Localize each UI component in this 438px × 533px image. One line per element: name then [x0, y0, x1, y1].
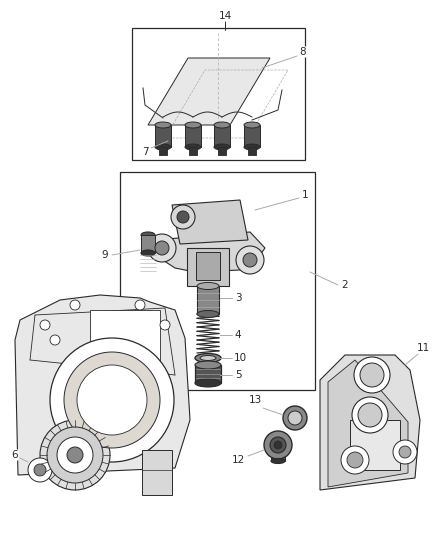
- Circle shape: [243, 253, 257, 267]
- Circle shape: [352, 397, 388, 433]
- Circle shape: [171, 205, 195, 229]
- Circle shape: [135, 300, 145, 310]
- Text: 7: 7: [141, 147, 148, 157]
- Polygon shape: [148, 58, 270, 125]
- Circle shape: [67, 447, 83, 463]
- Circle shape: [155, 241, 169, 255]
- Ellipse shape: [214, 122, 230, 128]
- Bar: [132, 28, 305, 160]
- Ellipse shape: [271, 442, 285, 448]
- Polygon shape: [320, 355, 420, 490]
- Polygon shape: [15, 295, 190, 475]
- Circle shape: [399, 446, 411, 458]
- Bar: [197, 286, 219, 314]
- Circle shape: [341, 446, 369, 474]
- Ellipse shape: [155, 144, 171, 150]
- Bar: [155, 125, 171, 147]
- Ellipse shape: [214, 144, 230, 150]
- Bar: [189, 147, 197, 155]
- Text: 11: 11: [417, 343, 430, 353]
- Circle shape: [34, 464, 46, 476]
- Circle shape: [393, 440, 417, 464]
- Text: 12: 12: [231, 455, 245, 465]
- Circle shape: [270, 437, 286, 453]
- Polygon shape: [172, 200, 248, 244]
- Ellipse shape: [197, 311, 219, 318]
- Ellipse shape: [195, 353, 221, 362]
- Ellipse shape: [141, 250, 155, 256]
- Circle shape: [274, 441, 282, 449]
- Bar: [185, 125, 201, 147]
- Text: 2: 2: [342, 280, 348, 290]
- Bar: [248, 147, 256, 155]
- Ellipse shape: [155, 122, 171, 128]
- Bar: [196, 252, 220, 280]
- Bar: [195, 365, 221, 383]
- Circle shape: [64, 352, 160, 448]
- Circle shape: [358, 403, 382, 427]
- Text: 3: 3: [235, 293, 241, 303]
- Text: 13: 13: [248, 395, 261, 405]
- Polygon shape: [155, 232, 265, 272]
- Ellipse shape: [200, 356, 216, 360]
- Polygon shape: [328, 360, 408, 487]
- Ellipse shape: [185, 144, 201, 150]
- Ellipse shape: [195, 361, 221, 369]
- Circle shape: [77, 365, 147, 435]
- Circle shape: [47, 427, 103, 483]
- Text: 9: 9: [102, 250, 108, 260]
- Bar: [159, 147, 167, 155]
- Ellipse shape: [195, 379, 221, 387]
- Circle shape: [283, 406, 307, 430]
- Text: 8: 8: [300, 47, 306, 57]
- Ellipse shape: [141, 232, 155, 238]
- Circle shape: [50, 338, 174, 462]
- Circle shape: [347, 452, 363, 468]
- Bar: [244, 125, 260, 147]
- Circle shape: [28, 458, 52, 482]
- Circle shape: [40, 420, 110, 490]
- Text: 4: 4: [235, 330, 241, 340]
- Ellipse shape: [185, 122, 201, 128]
- Text: 10: 10: [233, 353, 247, 363]
- Circle shape: [354, 357, 390, 393]
- Text: 6: 6: [12, 450, 18, 460]
- Bar: [214, 125, 230, 147]
- Bar: [350, 420, 400, 470]
- Text: 14: 14: [219, 11, 232, 21]
- Ellipse shape: [244, 144, 260, 150]
- Circle shape: [40, 320, 50, 330]
- Text: 5: 5: [235, 370, 241, 380]
- Ellipse shape: [271, 458, 285, 464]
- Circle shape: [360, 363, 384, 387]
- Circle shape: [264, 431, 292, 459]
- Bar: [271, 445, 285, 461]
- Ellipse shape: [244, 122, 260, 128]
- Circle shape: [236, 246, 264, 274]
- Circle shape: [50, 335, 60, 345]
- Circle shape: [177, 211, 189, 223]
- Bar: [120, 172, 315, 390]
- Circle shape: [57, 437, 93, 473]
- Bar: [142, 450, 172, 495]
- Bar: [218, 147, 226, 155]
- Circle shape: [70, 300, 80, 310]
- Circle shape: [148, 234, 176, 262]
- Ellipse shape: [197, 282, 219, 289]
- Text: 1: 1: [302, 190, 308, 200]
- Bar: [90, 310, 160, 390]
- Circle shape: [288, 411, 302, 425]
- Bar: [141, 235, 155, 253]
- Circle shape: [160, 320, 170, 330]
- Bar: [187, 248, 229, 286]
